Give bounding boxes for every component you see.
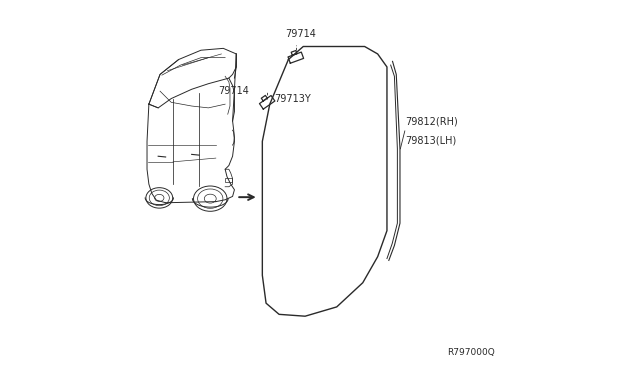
Text: 79813(LH): 79813(LH)	[406, 136, 457, 146]
Text: R797000Q: R797000Q	[447, 348, 495, 357]
Text: 79714: 79714	[285, 29, 316, 39]
Text: 79714: 79714	[218, 86, 250, 96]
Text: 79713Y: 79713Y	[275, 94, 312, 103]
Text: 79812(RH): 79812(RH)	[406, 116, 458, 126]
Bar	[225, 178, 232, 182]
